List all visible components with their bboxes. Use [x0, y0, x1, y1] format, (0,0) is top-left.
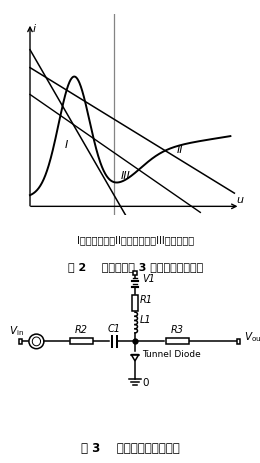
Text: u: u — [236, 195, 243, 205]
Text: V1: V1 — [142, 274, 155, 284]
Bar — [19, 339, 22, 344]
Text: 0: 0 — [142, 378, 148, 388]
Text: 图 3    隧道二极管整形电路: 图 3 隧道二极管整形电路 — [81, 442, 179, 455]
Text: R2: R2 — [75, 325, 88, 335]
Bar — [70, 338, 93, 344]
Text: I：单稳触发；II：双稳触发；III：多谐振荡: I：单稳触发；II：双稳触发；III：多谐振荡 — [77, 236, 194, 245]
Bar — [166, 338, 189, 344]
Text: $V_{\rm in}$: $V_{\rm in}$ — [9, 325, 24, 338]
Text: II: II — [176, 144, 183, 155]
Text: L1: L1 — [140, 314, 152, 325]
Text: 图 2    隧道二极管 3 种工作方式负载线: 图 2 隧道二极管 3 种工作方式负载线 — [68, 262, 203, 272]
Bar — [237, 339, 240, 344]
Text: i: i — [32, 24, 36, 34]
Text: Tunnel Diode: Tunnel Diode — [142, 350, 201, 358]
Text: C1: C1 — [108, 324, 121, 334]
Text: $V_{\rm out}$: $V_{\rm out}$ — [244, 330, 260, 344]
Text: R1: R1 — [140, 295, 153, 305]
Text: R3: R3 — [171, 325, 184, 335]
Text: III: III — [121, 171, 131, 181]
Bar — [133, 271, 137, 275]
Bar — [132, 295, 138, 311]
Text: I: I — [65, 140, 68, 150]
